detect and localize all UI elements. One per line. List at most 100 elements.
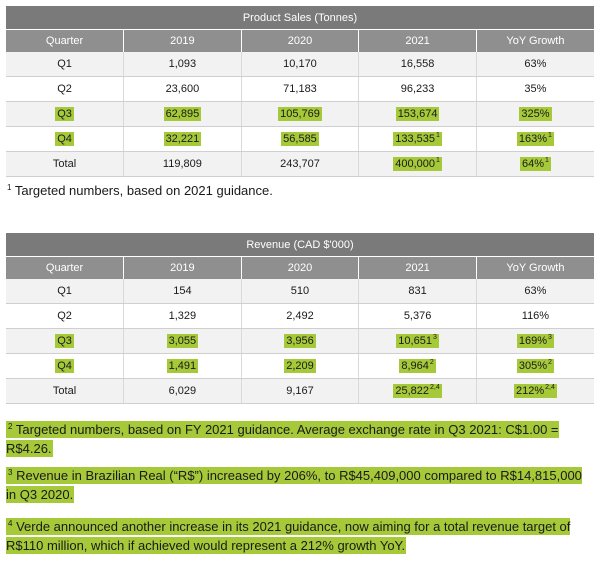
cell-text: 63% <box>524 285 547 297</box>
table-cell: 1,491 <box>123 353 242 379</box>
cell-value: 1,491 <box>166 359 199 373</box>
table-cell: 169%3 <box>476 328 594 354</box>
table-cell: 5,376 <box>358 303 477 329</box>
table-cell: 510 <box>241 279 360 304</box>
footnote-marker: 1 <box>7 182 12 192</box>
cell-text: 32,221 <box>165 133 200 145</box>
cell-text: 64% <box>521 158 544 170</box>
cell-value: 2,492 <box>286 310 314 322</box>
table-cell: 325% <box>476 101 594 127</box>
cell-text: 9,167 <box>286 385 314 397</box>
table-cell: 119,809 <box>123 151 242 177</box>
table-row: Q4 1,491 2,209 8,9642 305%2 <box>6 353 594 379</box>
table-cell: 71,183 <box>241 76 360 102</box>
table-cell: 153,674 <box>358 101 477 127</box>
table-row: Q1 154 510 831 63% <box>6 279 594 304</box>
cell-text: 510 <box>290 285 310 297</box>
cell-value: 325% <box>519 107 552 121</box>
table-cell: 6,029 <box>123 378 242 404</box>
table-row: Q3 62,895 105,769 153,674 325% <box>6 101 594 127</box>
cell-text: 325% <box>521 108 550 120</box>
note-2: 2 Targeted numbers, based on FY 2021 gui… <box>6 420 594 458</box>
cell-text: 6,029 <box>168 385 197 397</box>
table-cell: 63% <box>476 52 594 77</box>
cell-value: 163%1 <box>516 132 554 146</box>
table-cell: 56,585 <box>241 126 360 152</box>
col-header-2021: 2021 <box>358 29 477 52</box>
cell-value: 119,809 <box>163 158 202 170</box>
product-sales-table: Product Sales (Tonnes) Quarter 2019 2020… <box>6 6 594 177</box>
cell-value: 56,585 <box>281 132 319 146</box>
table-cell: 32,221 <box>123 126 242 152</box>
cell-text: Total <box>52 158 77 170</box>
cell-value: 105,769 <box>278 107 322 121</box>
cell-text: 119,809 <box>162 158 202 170</box>
cell-text: Q1 <box>57 58 72 70</box>
table-cell: 163%1 <box>476 126 594 152</box>
cell-value: 32,221 <box>163 132 202 146</box>
revenue-title: Revenue (CAD $'000) <box>6 233 594 257</box>
cell-text: 154 <box>173 285 192 297</box>
cell-text: 212% <box>516 385 545 397</box>
col-header-2019: 2019 <box>123 256 242 279</box>
table-cell: 35% <box>476 76 594 102</box>
table-cell: Q4 <box>6 353 125 379</box>
col-header-2020: 2020 <box>241 256 360 279</box>
footnote-text: Targeted numbers, based on FY 2021 guida… <box>6 422 559 456</box>
cell-value: 1,093 <box>169 58 197 70</box>
table-cell: 23,600 <box>123 76 242 102</box>
note-3: 3 Revenue in Brazilian Real (“R$”) incre… <box>6 466 594 504</box>
cell-text: 63% <box>524 58 547 70</box>
cell-text: 3,956 <box>286 335 314 347</box>
table-cell: 116% <box>476 303 594 329</box>
cell-value: 2,209 <box>284 359 316 373</box>
cell-value: 3,055 <box>166 334 199 348</box>
table-cell: 3,055 <box>123 328 242 354</box>
cell-text: Q4 <box>57 133 72 145</box>
table-row: Total 119,809 243,707 400,0001 64%1 <box>6 151 594 177</box>
cell-value: Q1 <box>57 58 72 70</box>
cell-value: 16,558 <box>401 58 435 70</box>
footnote-marker: 3 <box>8 467 13 477</box>
table-row: Q4 32,221 56,585 133,5351 163%1 <box>6 126 594 152</box>
cell-text: 2,209 <box>286 360 314 372</box>
table-cell: 212%2,4 <box>476 378 594 404</box>
revenue-body: Q1 154 510 831 63% Q2 1,329 2,492 5,376 116% Q3 3,0… <box>6 279 594 404</box>
cell-text: 96,233 <box>400 83 435 95</box>
cell-text: 10,651 <box>398 335 432 347</box>
footnote-marker: 2 <box>548 359 552 367</box>
cell-value: Total <box>53 158 76 170</box>
col-header-2020: 2020 <box>241 29 360 52</box>
col-header-2021: 2021 <box>358 256 477 279</box>
cell-text: 71,183 <box>283 83 317 95</box>
cell-value: 35% <box>524 83 546 95</box>
table-cell: 25,8222,4 <box>358 378 477 404</box>
cell-value: 10,170 <box>283 58 317 70</box>
cell-text: 25,822 <box>395 385 430 397</box>
table-cell: 3,956 <box>241 328 360 354</box>
cell-text: 1,491 <box>168 360 197 372</box>
sales-footnote: 1 Targeted numbers, based on 2021 guidan… <box>6 181 594 200</box>
cell-text: 153,674 <box>397 108 438 120</box>
footnote-marker: 4 <box>8 518 13 528</box>
footnote-marker: 1 <box>436 157 440 165</box>
table-row: Q2 1,329 2,492 5,376 116% <box>6 303 594 329</box>
cell-value: 212%2,4 <box>514 384 557 398</box>
footnote-marker: 2,4 <box>430 384 440 392</box>
cell-text: Total <box>52 385 77 397</box>
cell-value: 96,233 <box>401 83 435 95</box>
cell-text: 243,707 <box>280 158 320 170</box>
table-cell: 10,170 <box>241 52 360 77</box>
table-cell: 8,9642 <box>358 353 477 379</box>
table-cell: Q4 <box>6 126 125 152</box>
table-cell: 62,895 <box>123 101 242 127</box>
product-sales-title: Product Sales (Tonnes) <box>6 6 594 30</box>
cell-text: 10,170 <box>283 58 317 70</box>
cell-text: 133,535 <box>395 133 435 145</box>
cell-value: 23,600 <box>166 83 200 95</box>
cell-text: Q3 <box>57 335 72 347</box>
cell-value: 8,9642 <box>399 359 436 373</box>
table-cell: Total <box>6 378 125 404</box>
footnote-marker: 3 <box>432 334 437 342</box>
cell-value: 510 <box>291 285 309 297</box>
